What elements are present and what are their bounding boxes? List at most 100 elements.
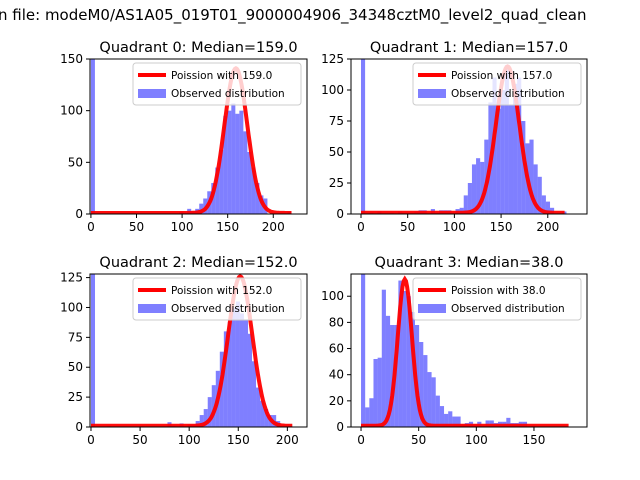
histogram-bar <box>239 313 244 427</box>
y-tick-label: 50 <box>68 155 83 169</box>
histogram-bar <box>385 315 391 427</box>
histogram-bar <box>219 149 224 214</box>
legend: Poission with 38.0 Observed distribution <box>412 277 582 321</box>
histogram-bar <box>264 409 269 427</box>
plot-area <box>361 274 569 427</box>
y-tick-label: 60 <box>329 342 344 356</box>
histogram-bar <box>452 416 457 427</box>
legend-box <box>412 277 582 321</box>
histogram-bar <box>476 158 481 214</box>
histogram-bar <box>471 164 477 214</box>
histogram-bar <box>247 333 253 427</box>
y-tick-label: 20 <box>329 394 344 408</box>
x-tick-label: 50 <box>400 220 415 234</box>
x-tick-label: 0 <box>87 433 95 447</box>
y-tick-label: 50 <box>68 360 83 374</box>
histogram-bar <box>545 201 551 214</box>
y-tick-label: 100 <box>321 289 344 303</box>
legend-curve-label: Poission with 152.0 <box>171 285 272 297</box>
histogram-bar <box>529 139 534 214</box>
axes-frame <box>89 58 308 215</box>
y-tick-label: 0 <box>336 207 344 221</box>
x-tick-label: 150 <box>216 220 239 234</box>
histogram-bar <box>231 103 236 214</box>
histogram-bar <box>90 59 95 214</box>
histogram-bar <box>377 357 382 427</box>
x-tick-label: 100 <box>171 220 194 234</box>
poisson-curve <box>90 66 292 214</box>
histogram-bar <box>496 108 501 214</box>
x-tick-label: 0 <box>357 220 365 234</box>
y-tick-label: 125 <box>321 52 344 66</box>
histogram-bar <box>500 90 505 214</box>
legend: Poission with 152.0 Observed distribution <box>132 277 302 321</box>
histogram-bar <box>215 167 220 214</box>
x-tick-label: 200 <box>276 433 299 447</box>
x-tick-label: 150 <box>490 220 513 234</box>
y-tick-label: 80 <box>329 315 344 329</box>
y-tick-label: 100 <box>60 300 83 314</box>
subplot-title: Quadrant 2: Median=152.0 <box>99 255 297 271</box>
y-tick-label: 75 <box>329 114 344 128</box>
x-tick-label: 200 <box>536 220 559 234</box>
histogram-bar <box>235 113 240 214</box>
histogram-bar <box>439 406 445 427</box>
subplot-title: Quadrant 3: Median=38.0 <box>375 255 564 271</box>
histogram-bar <box>360 59 366 214</box>
histogram-bar <box>423 355 428 427</box>
poisson-curve <box>361 275 569 427</box>
histogram-bar <box>203 409 208 427</box>
histogram-bar <box>456 416 461 427</box>
x-tick-label: 150 <box>523 433 546 447</box>
poisson-curve <box>361 64 565 214</box>
legend-box <box>132 277 302 321</box>
histogram-bar <box>252 361 257 427</box>
histogram-bar <box>431 377 436 427</box>
histogram-bar <box>444 413 449 427</box>
subplot-quadrant-2: 0 50 100 150 200 0 25 50 75 100 125 Quadrant 2: Med… <box>60 255 308 447</box>
legend-hist-swatch <box>138 89 166 98</box>
axes-frame <box>350 58 588 215</box>
histogram-bar <box>517 77 522 214</box>
subplot-title: Quadrant 0: Median=159.0 <box>99 40 297 56</box>
histogram-bar <box>390 325 395 427</box>
histogram-bar <box>243 319 248 427</box>
y-tick-label: 150 <box>60 52 83 66</box>
legend-box <box>132 62 302 106</box>
x-tick-label: 100 <box>443 220 466 234</box>
histogram-bar <box>369 398 374 427</box>
histogram-bar <box>227 321 232 427</box>
histogram-bar <box>504 65 509 214</box>
histogram-bar <box>199 415 204 427</box>
histogram-bar <box>406 296 411 427</box>
histogram-bar <box>256 387 261 427</box>
histogram-bar <box>521 121 526 214</box>
poisson-curve <box>91 274 293 427</box>
histogram-bar <box>260 400 265 427</box>
legend-hist-label: Observed distribution <box>451 303 565 315</box>
y-tick-label: 25 <box>329 176 344 190</box>
histogram-bar <box>251 167 256 214</box>
legend-hist-swatch <box>418 304 446 313</box>
histogram-bar <box>448 411 453 427</box>
figure-suptitle: n file: modeM0/AS1A05_019T01_9000004906_… <box>0 6 587 25</box>
histogram-bar <box>533 164 538 214</box>
histogram-bar <box>255 183 260 214</box>
subplot-quadrant-0: 0 50 100 150 200 0 50 100 150 Quadrant 0: Median=… <box>60 40 308 234</box>
histogram-bar <box>227 110 232 214</box>
legend: Poission with 157.0 Observed distribution <box>412 62 582 106</box>
x-tick-label: 50 <box>411 433 426 447</box>
x-tick-label: 0 <box>357 433 365 447</box>
legend-box <box>412 62 582 106</box>
legend-curve-label: Poission with 157.0 <box>451 70 552 82</box>
y-tick-label: 125 <box>60 271 83 285</box>
histogram-bar <box>508 104 514 214</box>
legend-hist-swatch <box>138 304 166 313</box>
x-tick-label: 50 <box>132 433 147 447</box>
histogram-bar <box>223 331 228 427</box>
histogram-bar <box>365 407 370 427</box>
legend-hist-swatch <box>418 89 446 98</box>
histogram-bar <box>231 307 236 427</box>
histogram-bar <box>373 359 378 427</box>
